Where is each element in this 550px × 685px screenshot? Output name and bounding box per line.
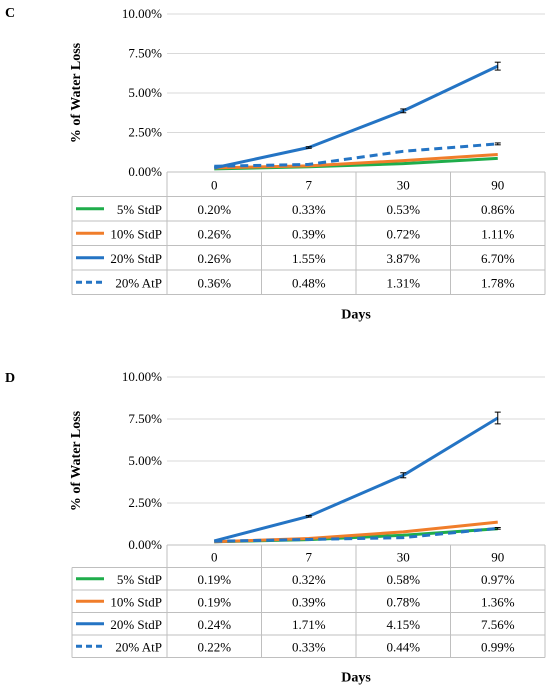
data-value-label: 6.70%	[481, 251, 515, 266]
data-value-label: 3.87%	[386, 251, 420, 266]
y-tick-label: 10.00%	[122, 6, 162, 21]
y-tick-label: 0.00%	[128, 164, 162, 179]
y-tick-label: 0.00%	[128, 537, 162, 552]
y-tick-label: 5.00%	[128, 453, 162, 468]
category-label: 7	[306, 549, 313, 564]
legend-label: 5% StdP	[117, 572, 162, 587]
category-label: 7	[306, 177, 313, 192]
data-value-label: 0.26%	[197, 226, 231, 241]
x-axis-title: Days	[341, 671, 371, 685]
data-value-label: 0.99%	[481, 639, 515, 654]
data-value-label: 1.78%	[481, 275, 515, 290]
data-value-label: 0.39%	[292, 594, 326, 609]
data-value-label: 0.19%	[197, 594, 231, 609]
data-value-label: 0.32%	[292, 572, 326, 587]
data-value-label: 0.58%	[386, 572, 420, 587]
category-label: 90	[491, 177, 504, 192]
legend-label: 10% StdP	[110, 226, 162, 241]
legend-label: 20% AtP	[115, 639, 162, 654]
legend-label: 20% AtP	[115, 275, 162, 290]
data-value-label: 0.44%	[386, 639, 420, 654]
series-line	[214, 142, 498, 168]
data-value-label: 1.36%	[481, 594, 515, 609]
category-label: 30	[397, 177, 410, 192]
y-tick-label: 2.50%	[128, 125, 162, 140]
panel-letter: C	[5, 6, 16, 21]
data-value-label: 0.97%	[481, 572, 515, 587]
legend-label: 20% StdP	[110, 617, 162, 632]
data-value-label: 0.72%	[386, 226, 420, 241]
data-value-label: 1.55%	[292, 251, 326, 266]
category-label: 90	[491, 549, 504, 564]
series-line	[213, 64, 499, 170]
series-line	[214, 520, 498, 544]
x-axis-title: Days	[341, 308, 371, 323]
y-axis-title: % of Water Loss	[69, 410, 84, 511]
category-label: 30	[397, 549, 410, 564]
water-loss-chart-d: 0.00% 2.50% 5.00% 7.50% 10.00% % of Water Los…	[69, 369, 546, 685]
data-value-label: 0.22%	[197, 639, 231, 654]
y-tick-label: 5.00%	[128, 85, 162, 100]
data-value-label: 1.71%	[292, 617, 326, 632]
data-value-label: 0.78%	[386, 594, 420, 609]
legend-label: 20% StdP	[110, 251, 162, 266]
data-value-label: 0.19%	[197, 572, 231, 587]
data-value-label: 0.26%	[197, 251, 231, 266]
data-value-label: 0.86%	[481, 202, 515, 217]
chart-panel-d: D 0.00% 2.50% 5.00% 7.50% 10.00% % of Water L…	[0, 365, 550, 685]
category-label: 0	[211, 177, 218, 192]
data-value-label: 0.20%	[197, 202, 231, 217]
data-value-label: 0.36%	[197, 275, 231, 290]
y-tick-label: 7.50%	[128, 411, 162, 426]
chart-panel-c: C 0.00% 2.50% 5.00% 7.50% 10.00% % of Water L…	[0, 0, 550, 330]
legend-label: 5% StdP	[117, 202, 162, 217]
data-value-label: 0.53%	[386, 202, 420, 217]
data-value-label: 0.33%	[292, 202, 326, 217]
data-value-label: 0.39%	[292, 226, 326, 241]
panel-letter: D	[5, 371, 16, 386]
data-value-label: 0.48%	[292, 275, 326, 290]
y-tick-label: 10.00%	[122, 369, 162, 384]
category-label: 0	[211, 549, 218, 564]
series-line	[214, 152, 498, 170]
legend-label: 10% StdP	[110, 594, 162, 609]
data-value-label: 1.31%	[386, 275, 420, 290]
series-line	[214, 526, 498, 543]
data-value-label: 0.33%	[292, 639, 326, 654]
data-value-label: 1.11%	[481, 226, 514, 241]
y-tick-label: 2.50%	[128, 495, 162, 510]
data-value-label: 0.24%	[197, 617, 231, 632]
series-line	[213, 416, 499, 543]
y-tick-label: 7.50%	[128, 46, 162, 61]
data-value-label: 4.15%	[386, 617, 420, 632]
y-axis-title: % of Water Loss	[69, 42, 84, 143]
water-loss-chart-c: 0.00% 2.50% 5.00% 7.50% 10.00% % of Water Los…	[69, 6, 546, 323]
data-value-label: 7.56%	[481, 617, 515, 632]
